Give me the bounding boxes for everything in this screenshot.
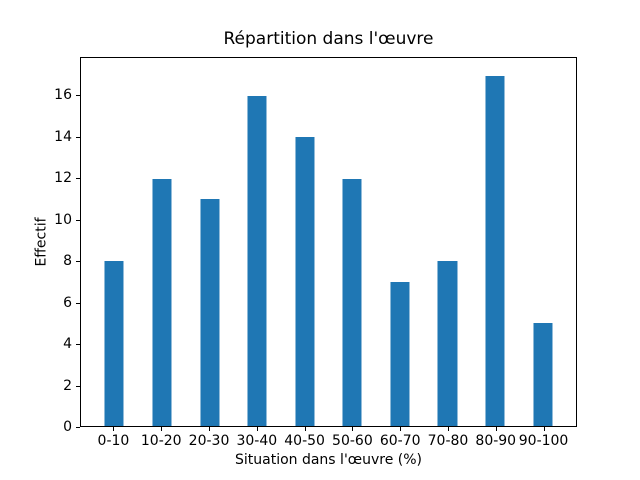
x-tick-label: 90-100 — [518, 433, 569, 449]
x-tick-mark — [113, 427, 115, 431]
plot-area — [80, 57, 577, 427]
bar-20-30 — [199, 199, 220, 426]
y-tick-label: 0 — [63, 419, 72, 435]
x-axis-label: Situation dans l'œuvre (%) — [234, 452, 423, 468]
y-tick-label: 6 — [63, 294, 72, 311]
y-tick-label: 8 — [63, 253, 72, 270]
x-tick-mark — [352, 427, 354, 431]
bar-70-80 — [437, 261, 457, 426]
y-tick-label: 12 — [54, 170, 72, 187]
y-tick-mark — [76, 385, 80, 387]
x-tick-label: 60-70 — [379, 433, 421, 449]
y-tick-mark — [76, 178, 80, 180]
x-tick-mark — [209, 427, 211, 431]
x-tick-mark — [256, 427, 258, 431]
bar-60-70 — [390, 281, 410, 426]
bar-50-60 — [342, 178, 362, 426]
y-tick-mark — [76, 136, 80, 138]
x-tick-label: 30-40 — [236, 433, 278, 449]
y-tick-mark — [76, 219, 80, 221]
chart-title: Répartition dans l'œuvre — [223, 29, 434, 49]
y-tick-mark — [76, 95, 80, 97]
x-tick-mark — [304, 427, 306, 431]
x-tick-label: 10-20 — [140, 433, 182, 449]
y-tick-mark — [76, 427, 80, 428]
x-tick-label: 80-90 — [475, 433, 517, 449]
bar-0-10 — [104, 261, 124, 426]
y-tick-label: 14 — [54, 128, 72, 145]
x-tick-label: 40-50 — [284, 433, 325, 449]
bar-90-100 — [533, 322, 553, 426]
bar-40-50 — [295, 137, 315, 426]
bar-80-90 — [485, 75, 505, 426]
x-tick-mark — [447, 427, 449, 431]
y-tick-mark — [76, 302, 80, 304]
y-tick-mark — [76, 344, 80, 346]
x-tick-mark — [543, 427, 545, 431]
y-tick-mark — [76, 261, 80, 263]
bar-10-20 — [152, 178, 172, 426]
y-tick-label: 10 — [54, 211, 72, 228]
x-tick-mark — [400, 427, 402, 431]
x-tick-label: 20-30 — [188, 433, 230, 449]
bar-30-40 — [247, 96, 267, 426]
x-tick-label: 50-60 — [332, 433, 373, 449]
x-tick-label: 70-80 — [427, 433, 469, 449]
y-tick-label: 16 — [54, 87, 72, 104]
x-tick-mark — [495, 427, 497, 431]
y-tick-label: 4 — [63, 336, 72, 353]
y-tick-label: 2 — [63, 377, 72, 394]
x-tick-label: 0-10 — [97, 433, 130, 449]
x-tick-mark — [161, 427, 163, 431]
